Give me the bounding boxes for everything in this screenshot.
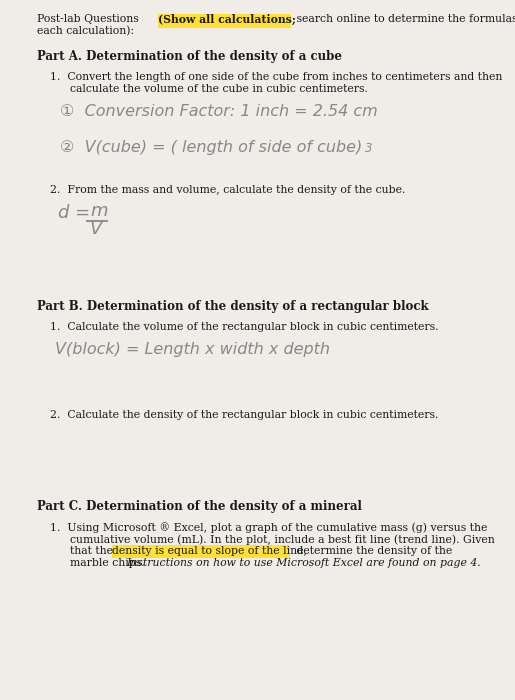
Text: 3: 3 <box>365 142 372 155</box>
Text: calculate the volume of the cube in cubic centimeters.: calculate the volume of the cube in cubi… <box>70 84 368 94</box>
Text: Part A. Determination of the density of a cube: Part A. Determination of the density of … <box>37 50 342 63</box>
Text: (Show all calculations;: (Show all calculations; <box>158 14 296 25</box>
Text: ②  V(cube) = ( length of side of cube): ② V(cube) = ( length of side of cube) <box>60 140 362 155</box>
Text: 2.  From the mass and volume, calculate the density of the cube.: 2. From the mass and volume, calculate t… <box>50 185 405 195</box>
Text: m: m <box>90 202 108 220</box>
Text: ①  Conversion Factor: 1 inch = 2.54 cm: ① Conversion Factor: 1 inch = 2.54 cm <box>60 104 377 119</box>
Text: 2.  Calculate the density of the rectangular block in cubic centimeters.: 2. Calculate the density of the rectangu… <box>50 410 438 420</box>
Text: cumulative volume (mL). In the plot, include a best fit line (trend line). Given: cumulative volume (mL). In the plot, inc… <box>70 534 495 545</box>
Text: each calculation):: each calculation): <box>37 26 134 36</box>
Text: marble chips.: marble chips. <box>70 558 148 568</box>
Text: d =: d = <box>58 204 90 222</box>
Text: 1.  Using Microsoft ® Excel, plot a graph of the cumulative mass (g) versus the: 1. Using Microsoft ® Excel, plot a graph… <box>50 522 487 533</box>
Text: that the: that the <box>70 546 116 556</box>
Text: V: V <box>90 220 102 238</box>
Text: search online to determine the formulas for: search online to determine the formulas … <box>293 14 515 24</box>
Text: Part C. Determination of the density of a mineral: Part C. Determination of the density of … <box>37 500 362 513</box>
Text: density is equal to slope of the line,: density is equal to slope of the line, <box>112 546 307 556</box>
Text: determine the density of the: determine the density of the <box>293 546 452 556</box>
Text: Instructions on how to use Microsoft Excel are found on page 4.: Instructions on how to use Microsoft Exc… <box>126 558 480 568</box>
Text: Post-lab Questions: Post-lab Questions <box>37 14 142 24</box>
Text: V(block) = Length x width x depth: V(block) = Length x width x depth <box>55 342 330 357</box>
Text: Part B. Determination of the density of a rectangular block: Part B. Determination of the density of … <box>37 300 428 313</box>
Text: 1.  Convert the length of one side of the cube from inches to centimeters and th: 1. Convert the length of one side of the… <box>50 72 502 82</box>
Text: 1.  Calculate the volume of the rectangular block in cubic centimeters.: 1. Calculate the volume of the rectangul… <box>50 322 438 332</box>
